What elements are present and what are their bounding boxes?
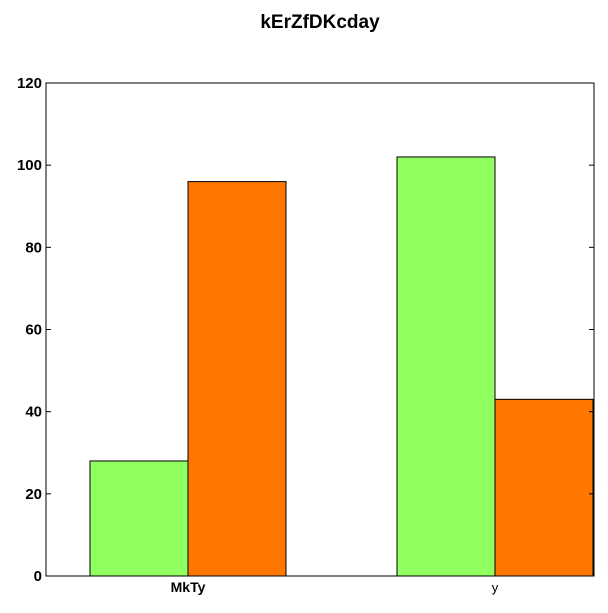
x-tick-label: MkTy (171, 579, 206, 595)
x-tick-label: y (492, 580, 499, 595)
y-tick-label: 120 (17, 75, 42, 92)
y-tick-label: 20 (25, 486, 42, 503)
bar-1-0 (396, 156, 496, 577)
y-tick-label: 40 (25, 404, 42, 421)
y-tick-label: 80 (25, 239, 42, 256)
y-tick-label: 60 (25, 322, 42, 339)
y-axis: 0 20 40 60 80 100 120 (17, 75, 594, 585)
bar-0-1 (187, 181, 287, 577)
bar-0-0 (89, 460, 189, 577)
y-tick-label: 0 (34, 568, 42, 585)
x-axis: MkTy y (171, 571, 499, 595)
bar-1-1 (494, 398, 594, 577)
bars-layer (89, 156, 594, 577)
y-tick-label: 100 (17, 157, 42, 174)
chart-title: kErZfDKcday (260, 12, 380, 33)
